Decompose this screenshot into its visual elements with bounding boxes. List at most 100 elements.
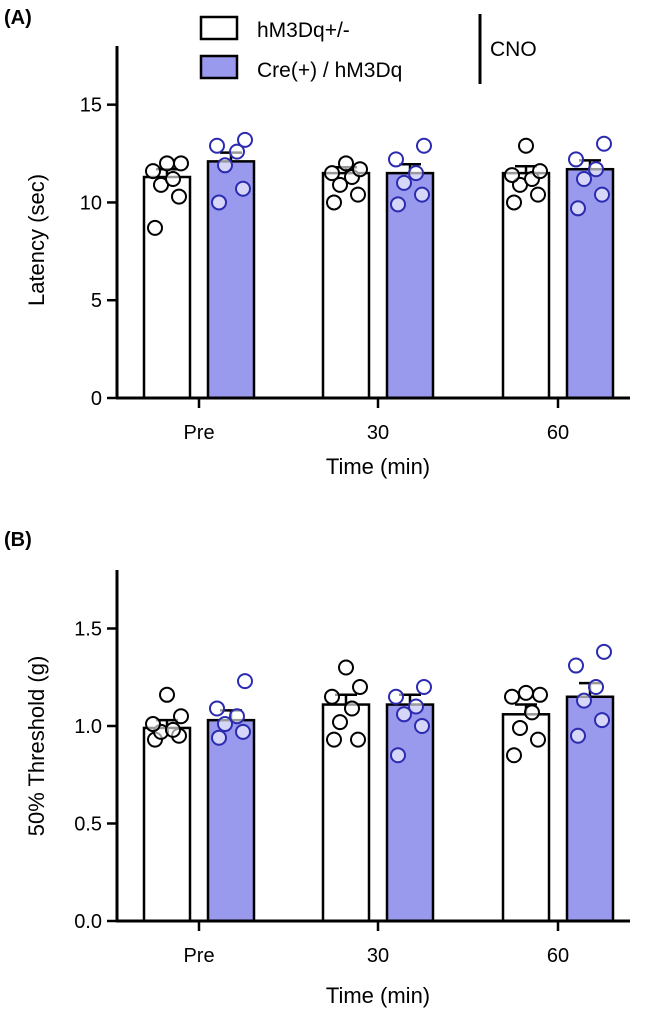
panel-a-point-control-30 (350, 186, 366, 203)
legend-bracket-label: CNO (490, 38, 537, 61)
panel-b-point-treated-30 (408, 698, 424, 715)
panel-a-point-treated-30 (390, 196, 406, 213)
panel-a-point-control-60 (532, 163, 548, 180)
panel-b-point-control-30 (350, 731, 366, 748)
panel-b-x-tick-label: 30 (367, 945, 389, 967)
panel-b-point-control-30 (352, 679, 368, 695)
panel-a-point-control-Pre (159, 155, 175, 172)
panel-a-point-treated-30 (396, 174, 412, 191)
panel-b-y-tick-label: 0.5 (74, 814, 102, 836)
panel-b-point-treated-Pre (209, 700, 225, 717)
panel-b-point-treated-30 (396, 706, 412, 723)
panel-a-point-treated-Pre (237, 131, 253, 148)
panel-b-y-tick-label: 1.0 (74, 716, 102, 738)
panel-a-point-treated-Pre (209, 137, 225, 154)
panel-b-point-treated-30 (416, 679, 432, 695)
panel-b-bar-treated-Pre (206, 718, 256, 923)
panel-b-point-control-30 (326, 731, 342, 748)
panel-b-point-treated-Pre (237, 673, 253, 690)
legend-swatch-treated (199, 54, 239, 80)
panel-b-bar-treated-30 (385, 703, 435, 923)
panel-a-point-control-30 (332, 176, 348, 193)
panel-b-point-control-60 (530, 731, 546, 748)
panel-b-point-treated-60 (594, 712, 610, 729)
panel-a-point-treated-30 (388, 151, 404, 168)
panel-b-point-control-60 (518, 684, 534, 701)
panel-b-point-control-60 (506, 747, 522, 764)
panel-a-point-control-30 (326, 194, 342, 211)
panel-a-bar-control-30 (321, 171, 371, 400)
panel-b-point-control-60 (532, 686, 548, 703)
panel-a-point-control-Pre (165, 170, 181, 187)
panel-a-xlabel: Time (min) (326, 454, 430, 479)
legend-item-control: hM3Dq+/- (199, 15, 350, 42)
panel-b-point-control-30 (344, 700, 360, 717)
panel-b-ylabel: 50% Threshold (g) (24, 656, 49, 837)
panel-a-point-treated-60 (596, 135, 612, 152)
panel-a-point-treated-60 (588, 161, 604, 178)
panel-b-point-control-Pre (145, 716, 161, 733)
panel-b-point-treated-Pre (235, 723, 251, 740)
panel-a-point-control-30 (338, 155, 354, 172)
panel-b-y-tick-label: 1.5 (74, 619, 102, 641)
panel-a-point-treated-Pre (211, 194, 227, 211)
panel-a-point-treated-Pre (235, 180, 251, 197)
panel-b-bar-control-Pre (142, 726, 192, 923)
panel-b-point-treated-30 (390, 747, 406, 764)
legend-item-treated: Cre(+) / hM3Dq (199, 54, 402, 82)
panel-a-point-treated-30 (416, 137, 432, 154)
panel-b-x-tick-label: Pre (183, 945, 214, 967)
panel-b-point-control-60 (504, 688, 520, 705)
panel-a-point-control-60 (518, 137, 534, 154)
panel-b-point-treated-60 (576, 692, 592, 709)
panel-a-point-treated-60 (594, 186, 610, 203)
panel-b-point-treated-60 (588, 679, 604, 695)
panel-a-point-control-Pre (147, 219, 163, 236)
panel-a-point-control-60 (504, 167, 520, 184)
panel-b-point-treated-60 (570, 727, 586, 744)
panel-a-x-tick-label: Pre (183, 422, 214, 444)
panel-a-point-treated-30 (414, 186, 430, 203)
panel-a-bar-control-60 (501, 171, 551, 400)
panel-a-point-control-30 (352, 161, 368, 178)
panel-a-label: (A) (4, 7, 32, 29)
panel-a-point-treated-Pre (217, 157, 233, 174)
panel-a-point-control-Pre (173, 155, 189, 172)
panel-b-point-treated-60 (596, 643, 612, 660)
panel-b-xlabel: Time (min) (326, 983, 430, 1008)
panel-b-point-control-Pre (165, 721, 181, 738)
panel-a-point-treated-30 (408, 165, 424, 182)
panel-b-point-control-Pre (173, 708, 189, 725)
panel-a-point-treated-Pre (229, 143, 245, 160)
legend-label-control: hM3Dq+/- (257, 19, 350, 42)
panel-b-point-treated-Pre (211, 729, 227, 746)
panel-a-chart: (A) Latency (sec) Time (min) 0 5 10 15 Pre 30… (4, 7, 630, 479)
legend: hM3Dq+/- Cre(+) / hM3Dq CNO (199, 14, 537, 84)
panel-a-point-treated-60 (570, 200, 586, 217)
panel-a-y-tick-label: 10 (80, 192, 102, 214)
panel-a-point-control-Pre (145, 163, 161, 180)
panel-a-point-treated-60 (576, 170, 592, 187)
panel-b-point-treated-30 (414, 718, 430, 734)
panel-a-point-control-30 (324, 165, 340, 182)
panel-a-point-control-Pre (171, 188, 187, 205)
panel-b-point-treated-60 (568, 657, 584, 674)
panel-a-point-control-60 (506, 194, 522, 211)
panel-b-y-tick-label: 0.0 (74, 911, 102, 933)
panel-b-point-treated-Pre (217, 716, 233, 733)
panel-b-label: (B) (4, 529, 32, 551)
panel-b-point-control-Pre (159, 686, 175, 703)
panel-a-point-treated-60 (568, 151, 584, 168)
panel-a-point-control-60 (530, 186, 546, 203)
panel-b-x-tick-label: 60 (547, 945, 569, 967)
panel-b-point-treated-Pre (229, 708, 245, 725)
legend-label-treated: Cre(+) / hM3Dq (257, 59, 402, 82)
panel-a-y-tick-label: 5 (91, 290, 102, 312)
panel-a-ylabel: Latency (sec) (24, 174, 49, 306)
panel-a-y-tick-label: 15 (80, 95, 102, 117)
panel-b-point-control-60 (512, 719, 528, 736)
panel-b-point-control-60 (524, 704, 540, 721)
panel-b-chart: (B) 50% Threshold (g) Time (min) 0.0 0.5 1… (4, 529, 630, 1008)
panel-b-point-treated-30 (388, 688, 404, 705)
